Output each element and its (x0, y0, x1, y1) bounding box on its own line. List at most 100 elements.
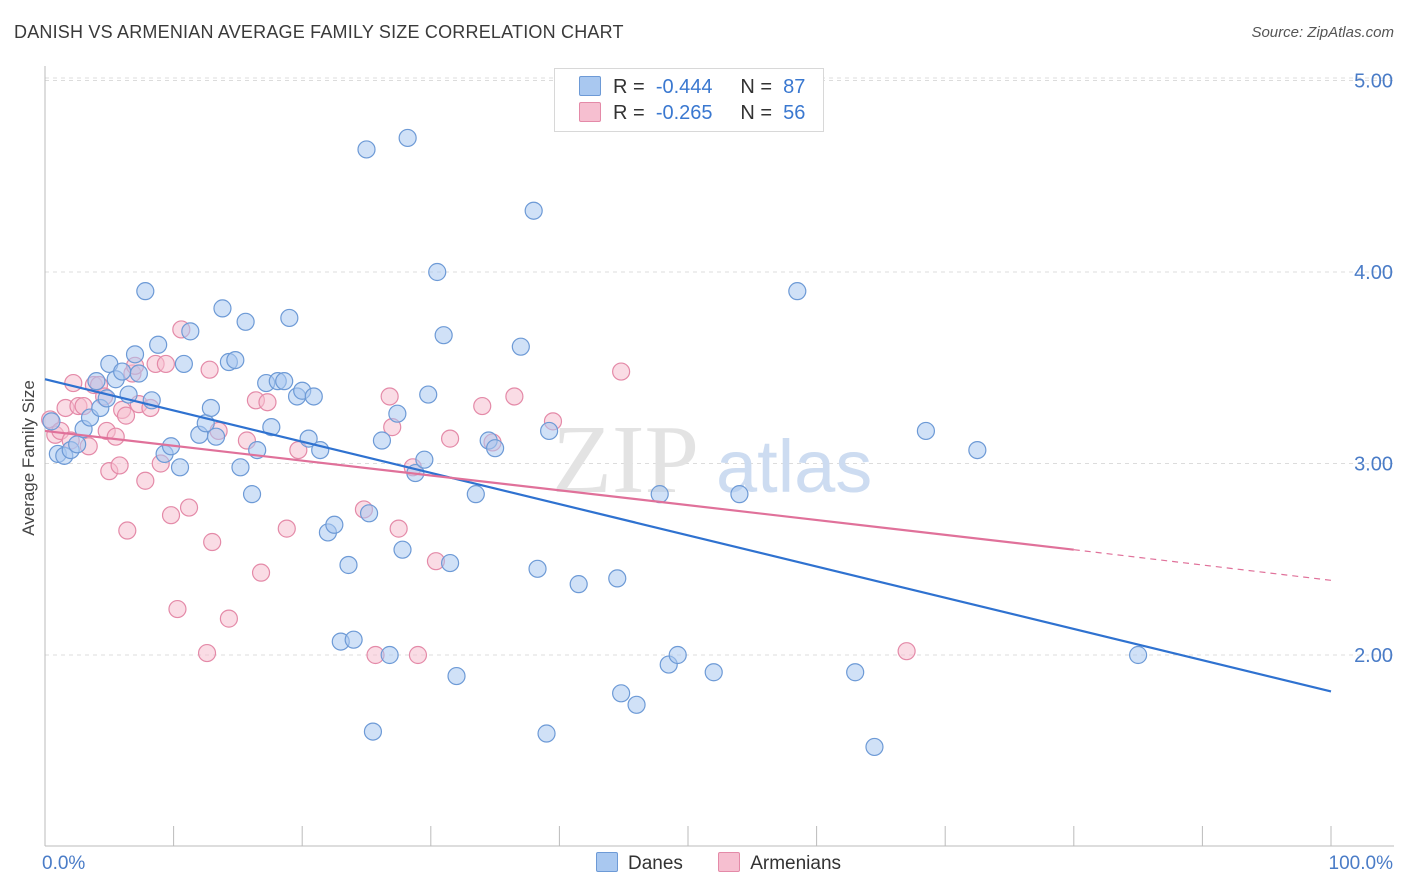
source-label: Source: ZipAtlas.com (1251, 24, 1394, 41)
armenians-trendline-extension (1073, 549, 1332, 581)
legend-label-armenians: Armenians (750, 853, 842, 874)
armenian-point (277, 519, 296, 538)
dane-point (236, 312, 255, 331)
x-tick-label: 0.0% (42, 853, 85, 874)
dane-point (372, 431, 392, 450)
armenian-point (505, 387, 524, 406)
dane-point (524, 201, 543, 220)
dane-point (393, 540, 412, 559)
dane-point (129, 364, 148, 383)
armenian-point (380, 387, 399, 406)
dane-point (344, 630, 363, 649)
y-tick-label: 2.00 (1354, 645, 1393, 667)
dane-point (704, 663, 723, 682)
dane-point (612, 684, 631, 703)
dane-point (419, 385, 438, 404)
armenian-point (118, 521, 137, 540)
dane-point (466, 485, 485, 504)
dane-point (275, 372, 294, 391)
legend-item-armenians[interactable]: Armenians (718, 852, 841, 875)
dane-point (865, 737, 884, 757)
chart-title: DANISH VS ARMENIAN AVERAGE FAMILY SIZE C… (14, 22, 624, 42)
dane-point (242, 485, 262, 504)
legend-r-label: R = (613, 102, 645, 124)
armenians-swatch (718, 852, 741, 872)
dane-point (650, 485, 669, 504)
armenians-swatch (579, 102, 601, 122)
danes-trendline (44, 378, 1332, 693)
dane-point (363, 722, 383, 741)
dane-point (537, 724, 556, 743)
watermark-zip: ZIP (552, 406, 699, 514)
dane-point (213, 299, 232, 318)
dane-point (174, 354, 193, 374)
armenian-point (251, 563, 271, 582)
legend-n-value: 56 (783, 102, 806, 124)
dane-point (916, 421, 936, 441)
y-tick-label: 5.00 (1354, 71, 1393, 93)
armenian-point (106, 427, 125, 446)
dane-point (304, 387, 323, 406)
legend-row-danes: R = -0.444 N = 87 (579, 76, 805, 102)
dane-point (528, 559, 547, 578)
legend-r-label: R = (613, 76, 645, 98)
armenian-point (473, 396, 492, 416)
y-tick-label: 4.00 (1354, 262, 1393, 284)
dane-point (608, 569, 627, 588)
tick-labels: 2.00 3.00 4.00 5.00 0.0% 100.0% (42, 71, 1393, 875)
dane-point (1128, 645, 1148, 665)
correlation-legend: R = -0.444 N = 87 R = -0.265 N = 56 (554, 68, 824, 132)
dane-point (357, 140, 376, 159)
dane-point (968, 440, 987, 460)
danes-swatch (596, 852, 618, 872)
legend-n-label: N = (740, 102, 773, 124)
armenian-point (116, 406, 136, 425)
armenian-point (136, 471, 155, 490)
dane-point (388, 404, 407, 423)
armenian-point (197, 643, 217, 663)
armenian-point (389, 519, 408, 538)
armenian-point (110, 456, 129, 475)
legend-label-danes: Danes (628, 853, 683, 874)
dane-point (231, 458, 250, 477)
dane-point (627, 695, 646, 714)
x-tick-label: 100.0% (1329, 853, 1394, 874)
dane-point (668, 645, 687, 665)
armenian-point (408, 645, 428, 665)
dane-point (415, 450, 434, 469)
armenian-point (200, 360, 219, 379)
dane-point (280, 308, 299, 328)
armenian-point (258, 393, 277, 412)
dane-point (42, 412, 61, 431)
axes (44, 66, 1394, 847)
dane-point (206, 427, 226, 446)
dane-point (181, 322, 200, 341)
dane-point (125, 345, 145, 364)
series-legend: Danes Armenians (596, 852, 871, 875)
armenian-point (161, 506, 181, 525)
dane-point (149, 335, 168, 354)
dane-point (170, 458, 190, 477)
dane-point (136, 282, 155, 301)
dane-point (788, 282, 807, 301)
dane-point (359, 504, 379, 523)
armenian-point (219, 609, 238, 628)
armenian-point (179, 498, 199, 517)
dane-point (380, 645, 399, 665)
armenian-point (203, 532, 222, 552)
dane-point (428, 262, 447, 282)
armenian-point (168, 599, 187, 619)
armenian-point (897, 642, 916, 661)
watermark: ZIP atlas (552, 406, 872, 514)
legend-n-label: N = (740, 76, 773, 98)
dane-point (447, 666, 466, 686)
legend-item-danes[interactable]: Danes (596, 852, 683, 875)
armenians-trendline (44, 429, 1074, 551)
dane-point (511, 337, 530, 356)
dane-point (846, 663, 865, 682)
dane-point (540, 421, 559, 441)
dane-point (262, 418, 281, 437)
dane-point (730, 485, 749, 504)
y-axis-title: Average Family Size (19, 380, 38, 536)
